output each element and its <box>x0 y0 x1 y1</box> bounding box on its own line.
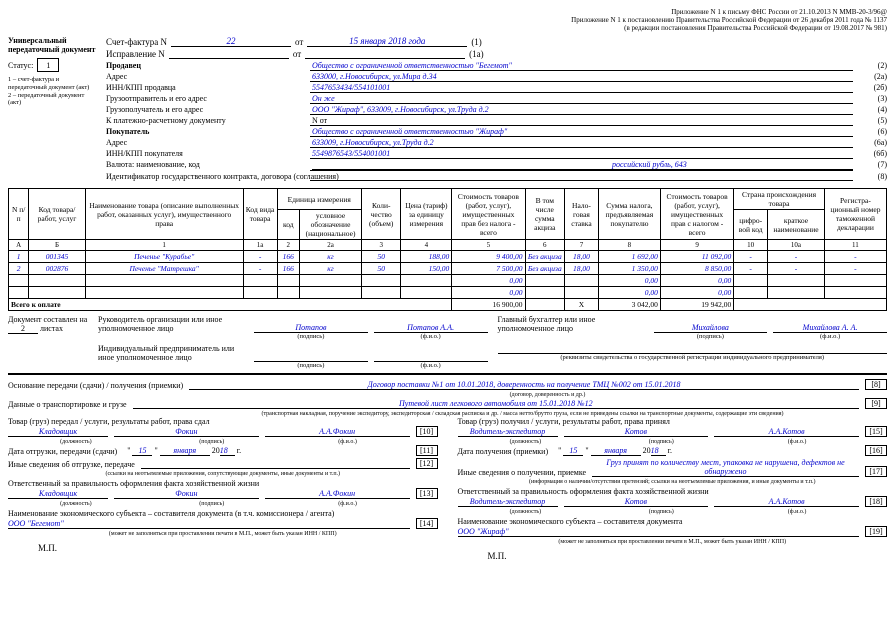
header-notes: Приложение N 1 к письму ФНС России от 21… <box>8 8 887 32</box>
sf-no: 22 <box>171 36 291 47</box>
top-section: Универсальный передаточный документ Стат… <box>8 36 887 182</box>
is-label: Исправление N <box>106 49 165 59</box>
status-footnote: 1 – счет-фактура и передаточный документ… <box>8 76 98 107</box>
is-no <box>169 58 289 59</box>
doc-title: Универсальный передаточный документ <box>8 36 98 54</box>
sf-label: Счет-фактура N <box>106 37 167 47</box>
signatures: Документ составлен на 2 листах Руководит… <box>8 315 887 369</box>
sf-date: 15 января 2018 года <box>307 36 467 47</box>
main-fields: Счет-фактура N 22 от 15 января 2018 года… <box>106 36 887 182</box>
bottom-two-col: Товар (груз) передал / услуги, результат… <box>8 417 887 561</box>
left-column: Универсальный передаточный документ Стат… <box>8 36 98 182</box>
transport-label: Данные о транспортировке и грузе <box>8 400 127 409</box>
transfer-basis-label: Основание передачи (сдачи) / получения (… <box>8 381 183 390</box>
transport-val: Путевой лист легкового автомобиля от 15.… <box>133 399 859 409</box>
transfer-basis-val: Договор поставки №1 от 10.01.2018, довер… <box>189 380 859 390</box>
status-box: 1 <box>37 58 59 72</box>
is-date <box>305 58 465 59</box>
status-label: Статус: <box>8 61 33 70</box>
items-table: N п/п Код товара/ работ, услуг Наименова… <box>8 188 887 311</box>
